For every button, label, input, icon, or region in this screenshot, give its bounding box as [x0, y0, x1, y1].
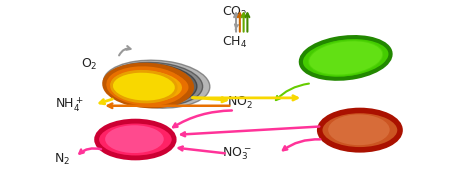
- Ellipse shape: [301, 37, 391, 79]
- Text: CO$_2$: CO$_2$: [221, 5, 247, 20]
- Ellipse shape: [109, 68, 184, 104]
- Ellipse shape: [111, 71, 176, 102]
- Ellipse shape: [308, 40, 383, 76]
- Ellipse shape: [105, 65, 191, 105]
- Ellipse shape: [328, 114, 390, 145]
- Ellipse shape: [107, 64, 197, 105]
- Text: NO$_3^-$: NO$_3^-$: [222, 145, 252, 162]
- Text: NO$_2^-$: NO$_2^-$: [227, 95, 256, 111]
- Text: N$_2$: N$_2$: [54, 152, 70, 167]
- Ellipse shape: [106, 62, 202, 106]
- Text: CH$_4$: CH$_4$: [221, 34, 247, 50]
- Text: O$_2$: O$_2$: [81, 57, 98, 72]
- Text: NH$_4^+$: NH$_4^+$: [55, 95, 83, 114]
- Ellipse shape: [97, 121, 174, 158]
- Ellipse shape: [319, 110, 400, 150]
- Ellipse shape: [103, 60, 210, 108]
- Ellipse shape: [105, 125, 164, 153]
